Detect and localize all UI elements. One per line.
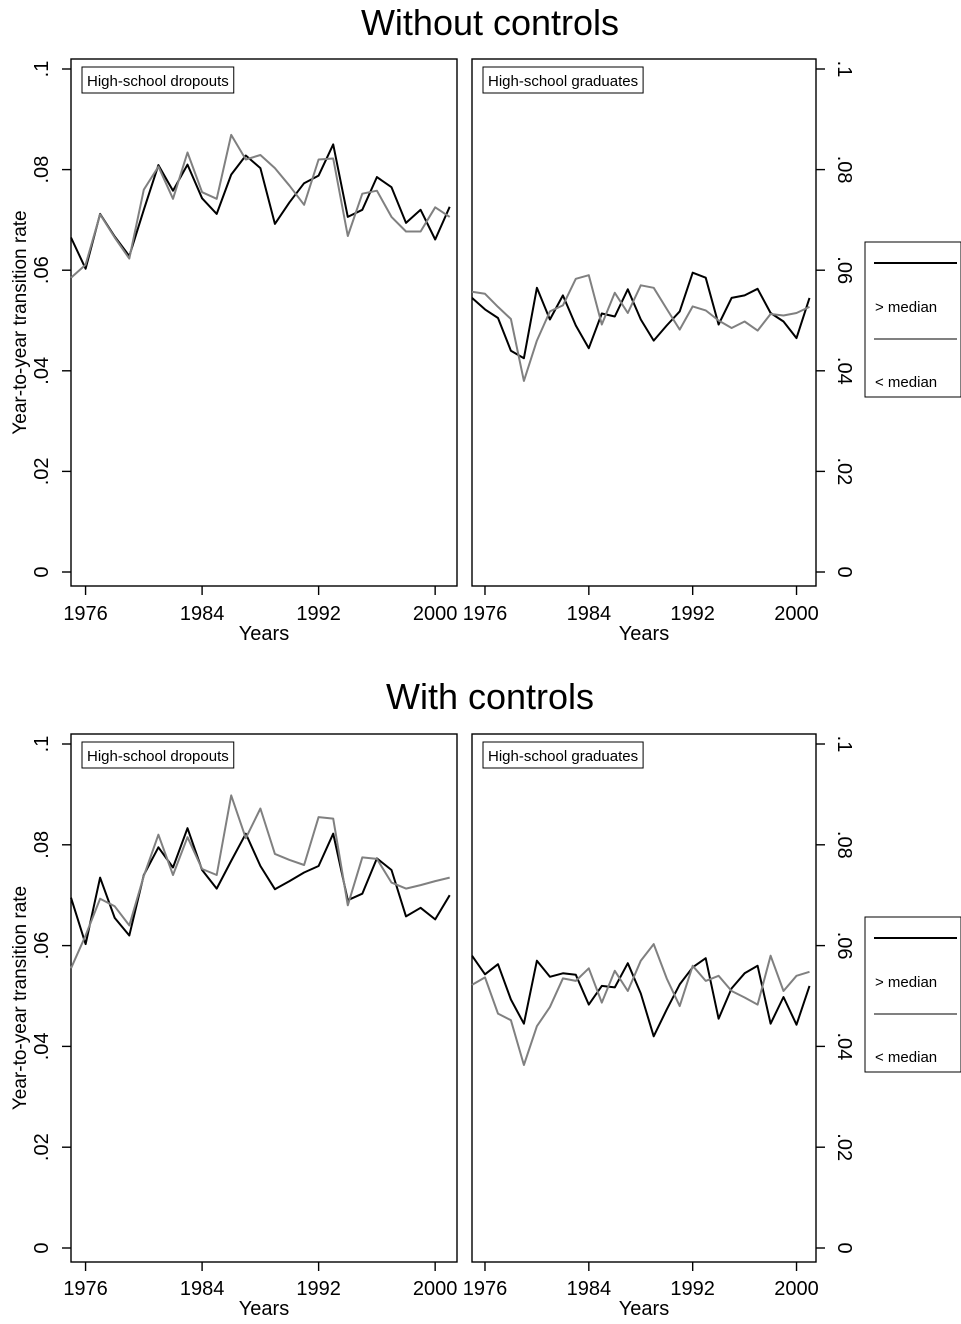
- x-axis-label: Years: [619, 1298, 669, 1319]
- legend: > median < median: [864, 916, 961, 1073]
- x-tick-label: 1976: [463, 603, 508, 625]
- y-tick-label: .08: [833, 156, 855, 184]
- series-line-below-median: [70, 133, 451, 279]
- y-tick-label: 0: [31, 1242, 53, 1253]
- x-tick-label: 1984: [567, 603, 612, 625]
- chart-panel-1: High-school graduates 1976 1984 1992 2000 Yea…: [463, 58, 855, 645]
- y-tick-label: 0: [833, 566, 855, 577]
- x-tick-label: 1976: [63, 603, 108, 625]
- y-tick-label: .02: [833, 1133, 855, 1161]
- plot-frame: [471, 58, 817, 587]
- x-tick-label: 1992: [670, 1278, 715, 1300]
- series-line-above-median: [70, 827, 451, 946]
- panel-label: High-school dropouts: [87, 73, 229, 90]
- y-tick-label: .08: [31, 831, 53, 859]
- x-axis-label: Years: [619, 623, 669, 645]
- y-tick-label: .06: [31, 932, 53, 960]
- legend-label-above-median: > median: [875, 299, 937, 316]
- x-tick-label: 1984: [180, 603, 225, 625]
- plot-frame: [70, 733, 458, 1263]
- x-tick-label: 2000: [413, 1278, 458, 1300]
- panel-label-box: [81, 66, 235, 94]
- chart-panel-3: High-school graduates 1976 1984 1992 2000 Yea…: [463, 733, 855, 1320]
- legend-label-below-median: < median: [875, 1049, 937, 1066]
- legend-label-above-median: > median: [875, 974, 937, 991]
- y-tick-label: .02: [833, 457, 855, 485]
- chart-panel-0: High-school dropouts 1976 1984 1992 2000 Year…: [10, 58, 458, 645]
- x-tick-label: 2000: [774, 1278, 819, 1300]
- chart-panel-2: High-school dropouts 1976 1984 1992 2000 Year…: [10, 733, 458, 1320]
- y-tick-label: .06: [833, 932, 855, 960]
- legend: > median < median: [864, 241, 961, 398]
- panel-label-box: [81, 741, 235, 769]
- y-tick-label: .1: [31, 61, 53, 78]
- y-tick-label: .04: [31, 1032, 53, 1060]
- y-tick-label: .1: [31, 736, 53, 753]
- y-tick-label: .08: [31, 156, 53, 184]
- panel-label: High-school graduates: [488, 748, 638, 765]
- panel-label-box: [482, 66, 644, 94]
- x-tick-label: 1992: [670, 603, 715, 625]
- series-line-above-median: [70, 143, 451, 270]
- y-tick-label: .06: [833, 256, 855, 284]
- x-tick-label: 1976: [63, 1278, 108, 1300]
- y-tick-label: .04: [833, 1032, 855, 1060]
- series-line-above-median: [471, 271, 811, 360]
- figure-title: With controls: [386, 676, 594, 717]
- panel-label: High-school dropouts: [87, 748, 229, 765]
- y-tick-label: .04: [31, 357, 53, 385]
- legend-box: [864, 916, 961, 1073]
- series-line-above-median: [471, 955, 811, 1038]
- y-tick-label: .02: [31, 457, 53, 485]
- x-tick-label: 1992: [296, 1278, 341, 1300]
- y-tick-label: 0: [31, 566, 53, 577]
- x-tick-label: 1976: [463, 1278, 508, 1300]
- y-tick-label: 0: [833, 1242, 855, 1253]
- x-axis-label: Years: [239, 1298, 289, 1319]
- y-tick-label: .06: [31, 256, 53, 284]
- y-tick-label: .1: [833, 61, 855, 78]
- x-tick-label: 1984: [180, 1278, 225, 1300]
- x-tick-label: 1984: [567, 1278, 612, 1300]
- series-line-below-median: [471, 274, 810, 382]
- x-tick-label: 1992: [296, 603, 341, 625]
- y-tick-label: .08: [833, 831, 855, 859]
- x-axis-label: Years: [239, 623, 289, 645]
- x-tick-label: 2000: [774, 603, 819, 625]
- y-tick-label: .1: [833, 736, 855, 753]
- y-axis-label: Year-to-year transition rate: [10, 210, 31, 434]
- panel-label-box: [482, 741, 644, 769]
- figure-title: Without controls: [361, 2, 619, 43]
- x-tick-label: 2000: [413, 603, 458, 625]
- series-line-below-median: [70, 794, 450, 969]
- legend-box: [864, 241, 961, 398]
- y-tick-label: .02: [31, 1133, 53, 1161]
- series-line-below-median: [471, 943, 810, 1066]
- legend-label-below-median: < median: [875, 374, 937, 391]
- panel-label: High-school graduates: [488, 73, 638, 90]
- y-axis-label: Year-to-year transition rate: [10, 886, 31, 1110]
- plot-frame: [70, 58, 458, 587]
- y-tick-label: .04: [833, 357, 855, 385]
